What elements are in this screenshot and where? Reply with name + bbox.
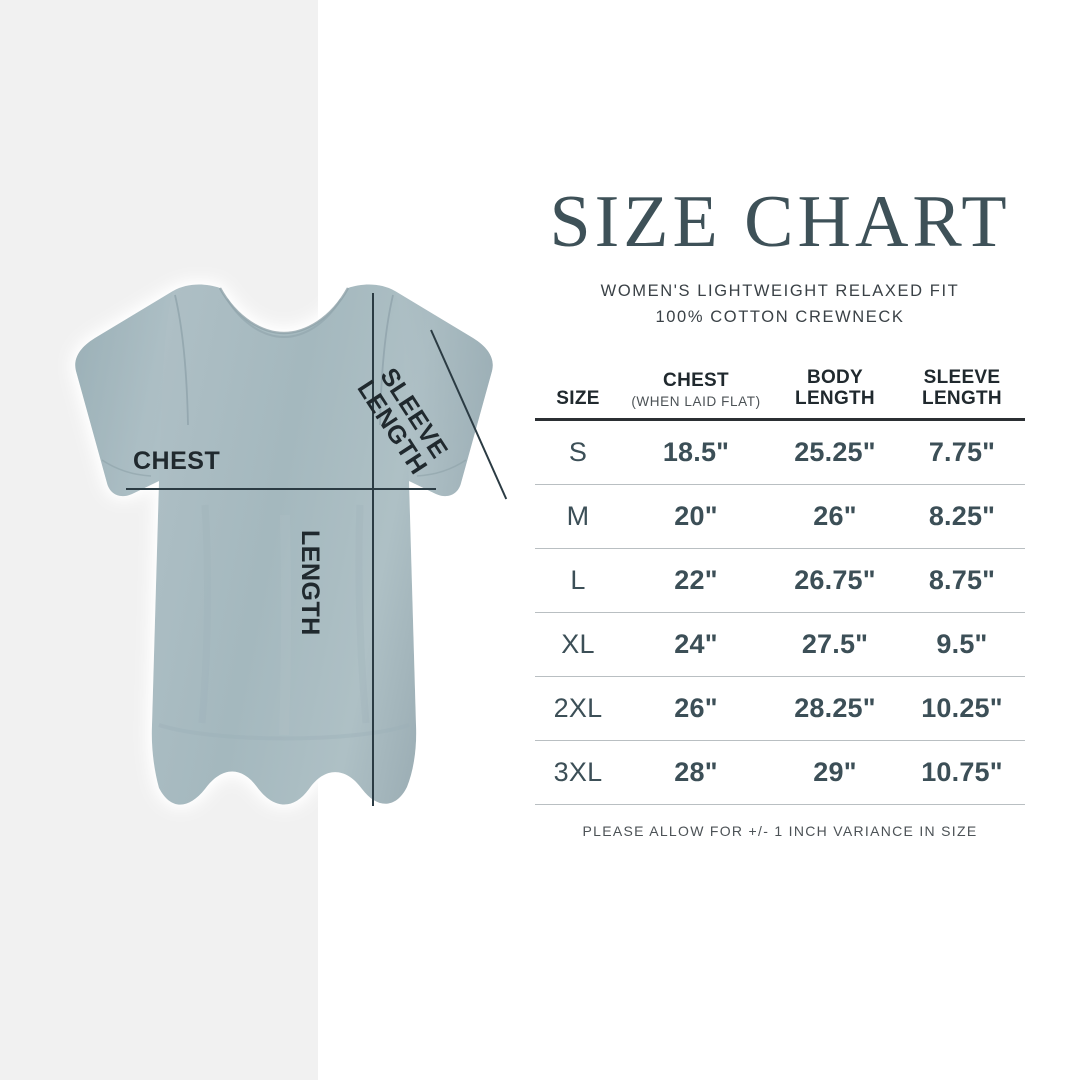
column-header-chest-label: CHEST [663, 370, 729, 392]
cell-body-length: 29" [813, 757, 857, 788]
length-measure-label: LENGTH [296, 530, 324, 636]
size-chart-panel: SIZE CHART WOMEN'S LIGHTWEIGHT RELAXED F… [520, 185, 1040, 839]
cell-body-length: 26.75" [794, 565, 876, 596]
cell-sleeve-length: 10.25" [921, 693, 1003, 724]
cell-body-length: 25.25" [794, 437, 876, 468]
tshirt-product-image [55, 255, 515, 840]
cell-sleeve-length: 10.75" [921, 757, 1003, 788]
chest-measure-line [126, 488, 436, 490]
cell-chest: 18.5" [662, 437, 730, 468]
cell-chest: 20" [674, 501, 718, 532]
table-row: S 18.5" 25.25" 7.75" [535, 420, 1025, 485]
size-table-body: S 18.5" 25.25" 7.75" M 20" 26" 8.25" L 2… [535, 420, 1025, 805]
table-row: 2XL 26" 28.25" 10.25" [535, 677, 1025, 741]
cell-body-length: 28.25" [794, 693, 876, 724]
cell-sleeve-length: 7.75" [928, 437, 996, 468]
cell-chest: 24" [674, 629, 718, 660]
cell-size: 2XL [553, 693, 603, 724]
size-table: SIZE CHEST (WHEN LAID FLAT) BODY LENGTH … [535, 367, 1025, 805]
table-row: XL 24" 27.5" 9.5" [535, 613, 1025, 677]
column-header-body-length: BODY LENGTH [771, 367, 899, 420]
size-table-head: SIZE CHEST (WHEN LAID FLAT) BODY LENGTH … [535, 367, 1025, 420]
column-header-chest-sublabel: (WHEN LAID FLAT) [631, 393, 761, 409]
page-title: SIZE CHART [549, 181, 1011, 263]
column-header-size-label: SIZE [556, 387, 600, 409]
cell-size: M [566, 501, 590, 532]
table-header-row: SIZE CHEST (WHEN LAID FLAT) BODY LENGTH … [535, 367, 1025, 420]
cell-chest: 26" [674, 693, 718, 724]
table-row: M 20" 26" 8.25" [535, 485, 1025, 549]
cell-size: XL [561, 629, 595, 660]
table-row: L 22" 26.75" 8.75" [535, 549, 1025, 613]
column-header-sleeve-length-line1: SLEEVE [923, 367, 1001, 389]
cell-sleeve-length: 8.25" [928, 501, 996, 532]
cell-body-length: 26" [813, 501, 857, 532]
cell-sleeve-length: 9.5" [936, 629, 988, 660]
background-panel-right [318, 0, 1080, 1080]
cell-body-length: 27.5" [801, 629, 869, 660]
column-header-chest: CHEST (WHEN LAID FLAT) [621, 368, 771, 420]
chest-measure-label: CHEST [133, 447, 221, 475]
column-header-sleeve-length: SLEEVE LENGTH [899, 367, 1025, 420]
cell-sleeve-length: 8.75" [928, 565, 996, 596]
column-header-size: SIZE [535, 368, 621, 420]
cell-chest: 28" [674, 757, 718, 788]
page-subtitle: WOMEN'S LIGHTWEIGHT RELAXED FIT 100% COT… [520, 279, 1040, 330]
column-header-body-length-line1: BODY [806, 367, 864, 389]
subtitle-line-2: 100% COTTON CREWNECK [655, 307, 905, 326]
column-header-body-length-line2: LENGTH [795, 387, 875, 409]
cell-size: S [568, 437, 588, 468]
column-header-sleeve-length-line2: LENGTH [922, 387, 1002, 409]
cell-chest: 22" [674, 565, 718, 596]
cell-size: L [570, 565, 586, 596]
table-row: 3XL 28" 29" 10.75" [535, 741, 1025, 805]
variance-note: PLEASE ALLOW FOR +/- 1 INCH VARIANCE IN … [582, 823, 978, 840]
length-measure-line [372, 293, 374, 806]
subtitle-line-1: WOMEN'S LIGHTWEIGHT RELAXED FIT [600, 282, 960, 300]
cell-size: 3XL [553, 757, 603, 788]
